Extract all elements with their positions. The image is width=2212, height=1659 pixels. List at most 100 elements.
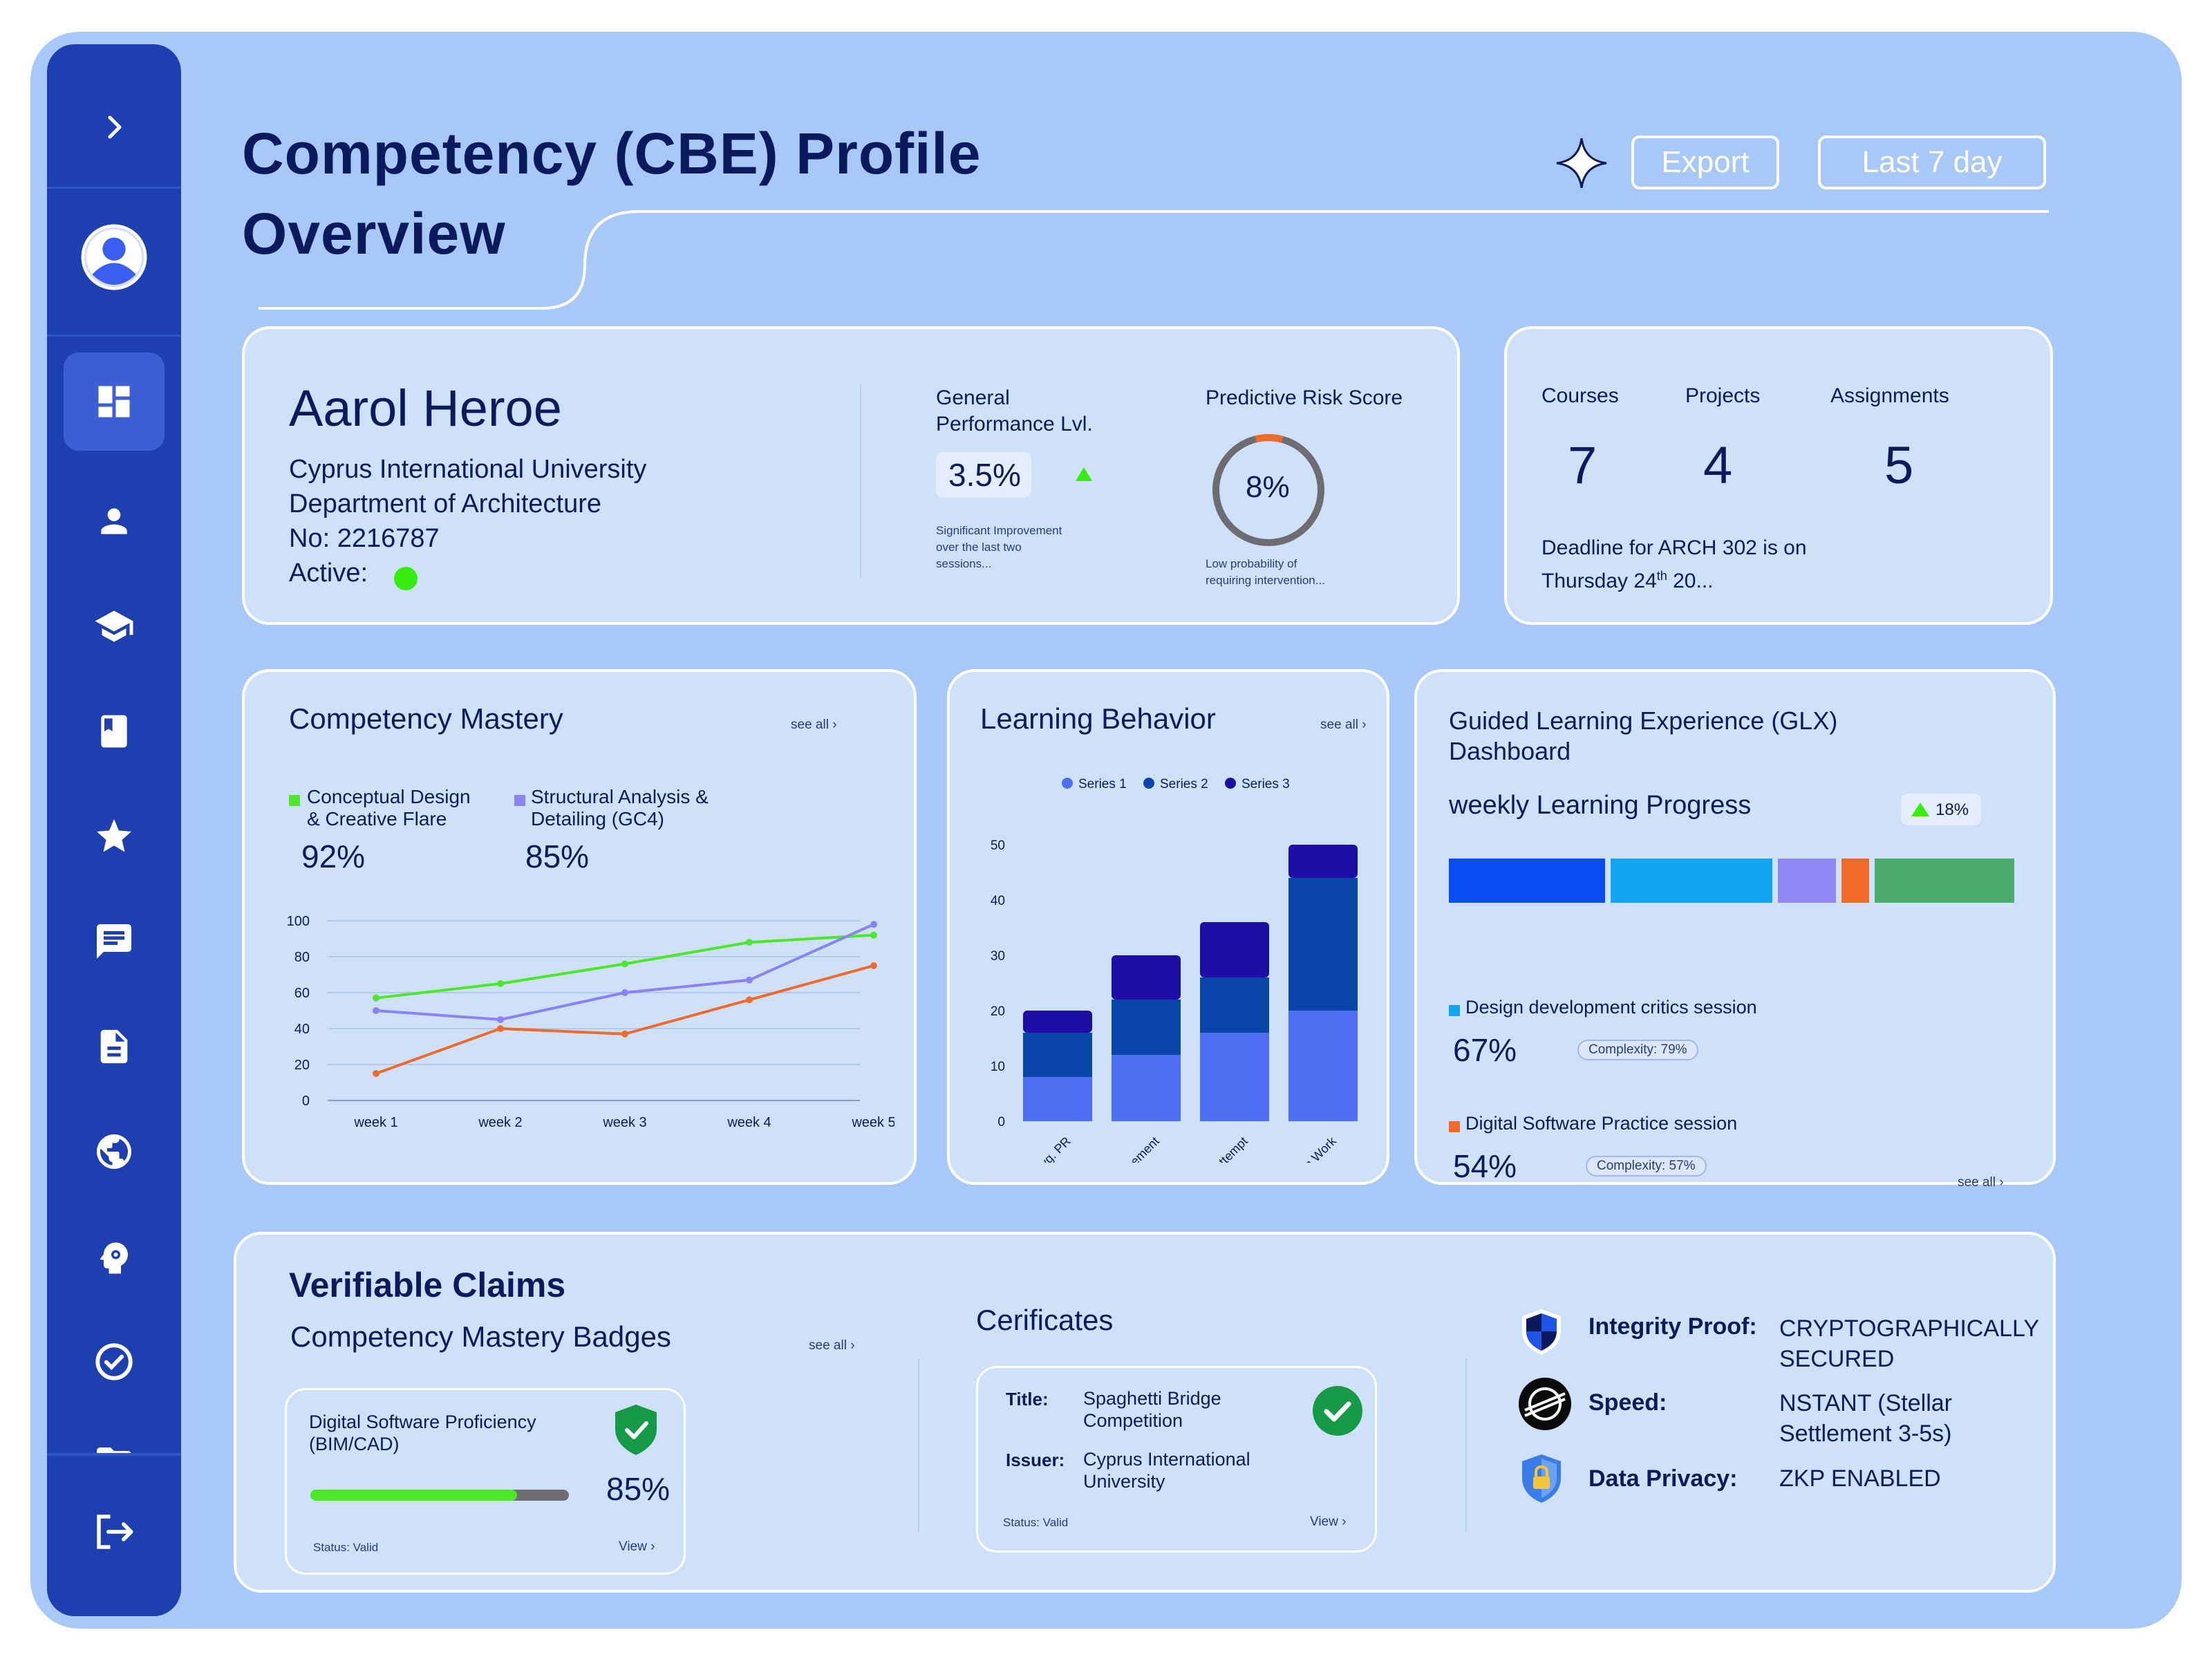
behavior-see-all[interactable]: see all › (1320, 718, 1367, 732)
series-point-2 (746, 976, 753, 984)
shield-check-icon (612, 1403, 660, 1460)
badge-name-1: Digital Software Proficiency (309, 1412, 536, 1432)
speed-value-1: NSTANT (Stellar (1779, 1390, 1953, 1416)
glx-progress-bar (1449, 859, 2014, 903)
bar-segment-3 (1288, 845, 1358, 878)
mastery-see-all[interactable]: see all › (791, 718, 837, 732)
badge-view-link[interactable]: View › (619, 1539, 655, 1554)
sidebar (47, 44, 181, 1616)
x-tick-label: Engagement (1103, 1134, 1162, 1163)
x-tick-label: week 4 (727, 1115, 771, 1130)
courses-value: 7 (1568, 436, 1597, 495)
star-icon[interactable] (79, 802, 149, 871)
student-department: Department of Architecture (289, 489, 601, 518)
series-point-1 (870, 931, 877, 939)
claims-divider-1 (918, 1359, 919, 1532)
projects-value: 4 (1703, 436, 1733, 495)
y-tick-label: 0 (997, 1115, 1005, 1130)
session1-swatch (1449, 1005, 1460, 1016)
badges-title: Competency Mastery Badges (290, 1320, 671, 1353)
expand-chevron-icon[interactable] (79, 93, 149, 162)
series-point-1 (621, 960, 628, 968)
y-tick-label: 20 (294, 1058, 310, 1073)
x-tick-label: Team Work (1285, 1134, 1340, 1163)
courses-label: Courses (1541, 384, 1619, 407)
privacy-value: ZKP ENABLED (1779, 1465, 1941, 1492)
session2-label: Digital Software Practice session (1465, 1113, 1738, 1134)
series-point-2 (373, 1007, 379, 1014)
legend-swatch (1062, 778, 1073, 789)
student-university: Cyprus International University (289, 455, 647, 484)
integrity-shield-icon (1519, 1308, 1564, 1360)
integrity-label: Integrity Proof: (1588, 1313, 1757, 1340)
legend-label: Series 2 (1160, 777, 1208, 791)
glx-title-line2: Dashboard (1449, 737, 1571, 765)
glx-see-all[interactable]: see all › (1958, 1175, 2004, 1190)
series-point-3 (621, 1030, 628, 1038)
glx-title-line1: Guided Learning Experience (GLX) (1449, 706, 1838, 735)
chat-icon[interactable] (79, 907, 149, 976)
series-point-2 (870, 921, 877, 928)
check-circle-icon[interactable] (79, 1327, 149, 1396)
bar-segment-1 (1288, 1011, 1358, 1121)
profile-divider (860, 384, 861, 578)
series-point-1 (746, 939, 753, 946)
x-tick-label: week 5 (851, 1115, 894, 1130)
bar-segment-3 (1112, 955, 1181, 1000)
avatar[interactable] (79, 223, 149, 292)
glx-change-pill (1901, 794, 1981, 825)
cert-view-link[interactable]: View › (1310, 1515, 1347, 1529)
y-tick-label: 40 (991, 894, 1005, 908)
legend2-swatch (514, 795, 525, 806)
badge-card[interactable]: Digital Software Proficiency (BIM/CAD) 8… (285, 1388, 686, 1575)
badges-see-all[interactable]: see all › (809, 1338, 855, 1353)
x-tick-label: week 2 (478, 1115, 522, 1130)
cert-title-label: Title: (1006, 1389, 1049, 1409)
badge-progress-track (310, 1490, 569, 1501)
perf-note-3: sessions... (936, 557, 992, 570)
glx-segment-5 (1875, 859, 2014, 903)
y-tick-label: 50 (991, 838, 1005, 853)
dashboard-icon[interactable] (64, 353, 165, 451)
behavior-bar-chart: Series 1 Series 2 Series 3 0 10 20 30 40 50 Avg. … (991, 777, 1358, 1163)
series-point-3 (746, 996, 753, 1004)
sparkle-icon[interactable] (1554, 135, 1609, 194)
bar-segment-2 (1023, 1033, 1092, 1077)
y-tick-label: 10 (991, 1060, 1005, 1074)
privacy-lock-shield-icon (1519, 1453, 1564, 1508)
perf-value-pill (936, 452, 1031, 498)
x-tick-label: week 1 (353, 1115, 397, 1130)
cert-issuer-2: University (1083, 1471, 1165, 1492)
cert-title-1: Spaghetti Bridge (1083, 1388, 1221, 1409)
y-tick-label: 0 (302, 1094, 310, 1109)
book-icon[interactable] (79, 697, 149, 766)
mastery-line-chart: 0 20 40 60 80 100 week 1 week 2 week 3 week 4 week… (287, 914, 894, 1130)
globe-icon[interactable] (79, 1117, 149, 1186)
bar-segment-2 (1288, 878, 1358, 1011)
verified-check-icon (1311, 1385, 1364, 1441)
export-button[interactable]: Export (1631, 135, 1779, 189)
session2-complexity: Complexity: 57% (1586, 1156, 1707, 1177)
date-range-button[interactable]: Last 7 day (1818, 135, 2046, 189)
privacy-label: Data Privacy: (1588, 1465, 1738, 1492)
certificate-card[interactable]: Title: Spaghetti Bridge Competition Issu… (976, 1366, 1377, 1553)
y-tick-label: 80 (294, 950, 310, 965)
series-point-2 (621, 989, 628, 996)
logout-icon[interactable] (79, 1497, 149, 1566)
y-tick-label: 40 (294, 1022, 310, 1037)
legend-swatch (1225, 778, 1236, 789)
legend1-line2: & Creative Flare (307, 808, 447, 830)
document-icon[interactable] (79, 1012, 149, 1081)
user-icon[interactable] (79, 487, 149, 556)
risk-note-2: requiring intervention... (1206, 574, 1325, 587)
legend2-value: 85% (525, 838, 590, 874)
header-divider (259, 210, 2049, 310)
mind-gear-icon[interactable] (79, 1224, 149, 1293)
graduation-cap-icon[interactable] (79, 592, 149, 661)
x-tick-label: Avg. PR (1031, 1134, 1074, 1163)
cert-issuer-label: Issuer: (1006, 1450, 1065, 1470)
bar-segment-1 (1023, 1077, 1092, 1121)
projects-label: Projects (1685, 384, 1761, 407)
series-point-2 (497, 1016, 504, 1023)
risk-label: Predictive Risk Score (1206, 386, 1403, 409)
